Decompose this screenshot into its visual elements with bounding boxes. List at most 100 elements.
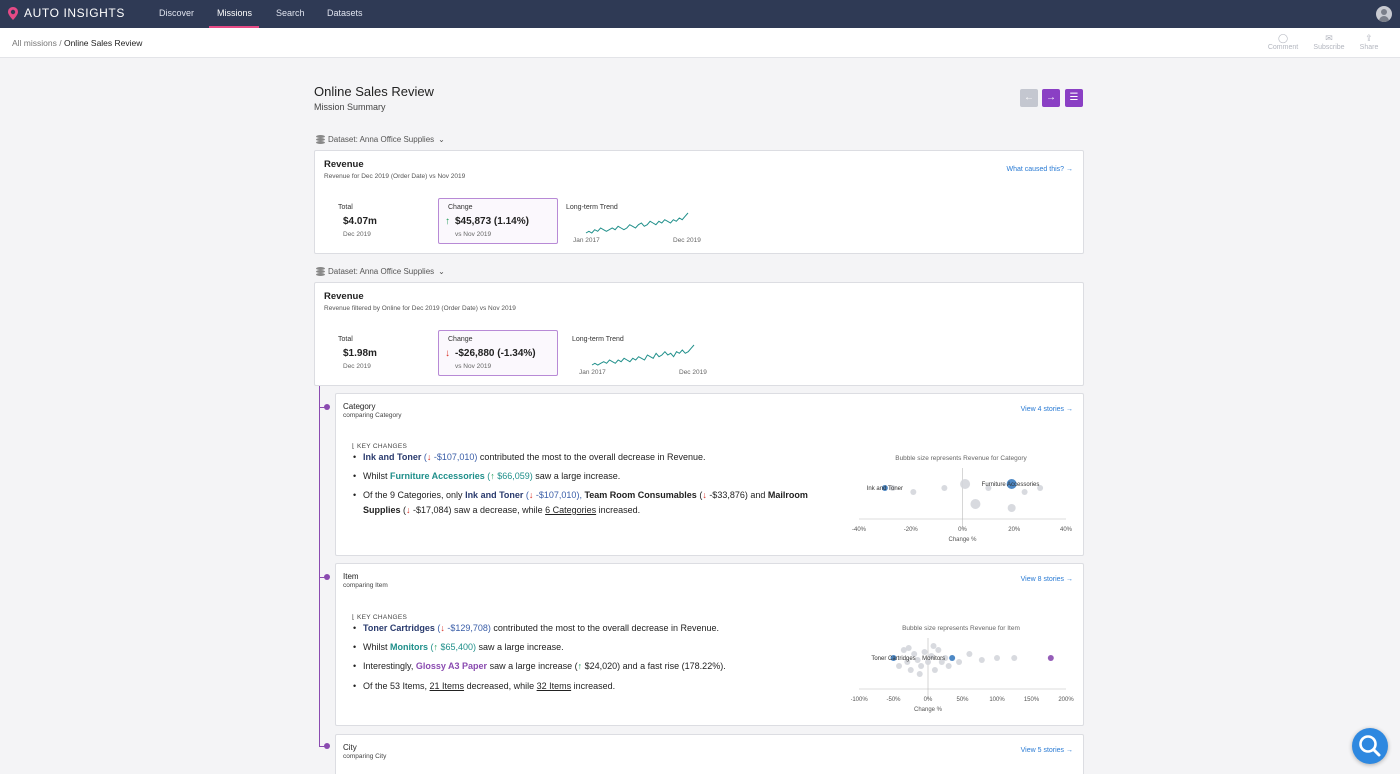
categories-link[interactable]: 6 Categories <box>545 505 597 515</box>
insight-link[interactable]: Team Room Consumables <box>584 490 697 500</box>
trend-start-label: Jan 2017 <box>579 369 606 376</box>
x-tick-label: 150% <box>1024 697 1040 703</box>
bubble-point <box>994 655 1000 661</box>
change-value: -$26,880 (-1.34%) <box>455 348 536 359</box>
insight-value: -$17,084) saw a decrease, while <box>410 505 546 515</box>
bubble-point <box>945 663 952 669</box>
bubble-point <box>904 659 911 665</box>
list-item: Whilst Monitors (↑ $65,400) saw a large … <box>353 640 564 655</box>
decreased-items-link[interactable]: 21 Items <box>429 681 465 691</box>
insight-value: -$107,010) <box>431 452 478 462</box>
change-period: vs Nov 2019 <box>455 231 492 238</box>
x-tick-label: 0% <box>958 527 967 533</box>
insight-link[interactable]: Furniture Accessories <box>390 471 485 481</box>
insight-paren: ( <box>484 471 491 481</box>
tab-search[interactable]: Search <box>276 8 305 18</box>
arrow-up-icon: ↑ <box>490 471 495 481</box>
bubble-point <box>907 667 914 673</box>
chart-icon: ⌊ <box>352 614 355 621</box>
key-changes-heading: ⌊ KEY CHANGES <box>352 442 407 450</box>
change-box[interactable]: Change -$26,880 (-1.34%) ↓ vs Nov 2019 <box>438 330 558 376</box>
menu-icon: ☰ <box>1069 92 1079 103</box>
insight-link[interactable]: Glossy A3 Paper <box>415 661 488 671</box>
revenue-online-card: Revenue Revenue filtered by Online for D… <box>314 282 1084 386</box>
insight-link[interactable]: Monitors <box>390 642 428 652</box>
bubble-point <box>896 663 903 669</box>
bubble-point <box>938 659 945 665</box>
insight-link[interactable]: Ink and Toner <box>363 452 422 462</box>
bubble-chart: Bubble size represents Revenue for Categ… <box>852 455 1073 543</box>
bubble-point <box>916 671 923 677</box>
chevron-down-icon: ⌄ <box>438 267 445 276</box>
chevron-down-icon: ⌄ <box>438 135 445 144</box>
bubble-point <box>1011 655 1018 661</box>
bubble-point <box>910 489 917 495</box>
sub-header: All missions / Online Sales Review ◯ Com… <box>0 28 1400 58</box>
insight-value: $65,400) <box>438 642 477 652</box>
dataset-selector[interactable]: Dataset: Anna Office Supplies ⌄ <box>316 267 445 276</box>
logo[interactable]: AUTO INSIGHTS <box>8 6 125 20</box>
total-label: Total <box>338 336 353 343</box>
total-period: Dec 2019 <box>343 231 371 238</box>
key-changes-label: KEY CHANGES <box>356 614 408 621</box>
insight-link[interactable]: Toner Cartridges <box>363 623 435 633</box>
subscribe-button[interactable]: ✉ Subscribe <box>1309 33 1349 51</box>
insight-text: contributed the most to the overall decr… <box>490 623 720 633</box>
bubble-point <box>1021 489 1028 495</box>
list-item: Toner Cartridges (↓ -$129,708) contribut… <box>353 621 720 636</box>
bubble-point <box>1037 485 1044 491</box>
arrow-down-icon: ↓ <box>445 348 450 359</box>
comment-icon: ◯ <box>1277 33 1289 43</box>
insight-text: Of the 9 Categories, only <box>363 490 466 500</box>
card-subtitle: Revenue filtered by Online for Dec 2019 … <box>324 305 516 312</box>
arrow-down-icon: ↓ <box>440 623 445 633</box>
story-card-city: City comparing City View 5 stories → <box>335 734 1084 774</box>
comment-button[interactable]: ◯ Comment <box>1263 33 1303 51</box>
key-changes-label: KEY CHANGES <box>356 443 408 450</box>
tab-missions[interactable]: Missions <box>217 8 253 18</box>
previous-button[interactable]: ← <box>1020 89 1038 107</box>
change-box[interactable]: Change $45,873 (1.14%) ↑ vs Nov 2019 <box>438 198 558 244</box>
view-stories-link[interactable]: View 5 stories → <box>1020 747 1073 754</box>
insight-text: saw a large increase. <box>476 642 564 652</box>
bubble-point <box>1047 655 1054 661</box>
timeline-dot <box>324 743 330 749</box>
insight-link[interactable]: Ink and Toner <box>465 490 524 500</box>
trend-end-label: Dec 2019 <box>679 369 707 376</box>
bubble-point <box>985 485 992 491</box>
arrow-up-icon: ↑ <box>433 642 439 652</box>
tab-discover[interactable]: Discover <box>159 8 195 18</box>
avatar[interactable] <box>1376 6 1392 22</box>
dataset-selector[interactable]: Dataset: Anna Office Supplies ⌄ <box>316 135 445 144</box>
bubble-point <box>1007 504 1016 512</box>
story-title: Item <box>343 572 359 581</box>
menu-button[interactable]: ☰ <box>1065 89 1083 107</box>
story-timeline <box>319 386 320 746</box>
view-stories-link[interactable]: View 4 stories → <box>1020 406 1073 413</box>
key-changes-heading: ⌊ KEY CHANGES <box>352 613 407 621</box>
breadcrumb-all-missions[interactable]: All missions <box>12 38 57 48</box>
total-period: Dec 2019 <box>343 363 371 370</box>
view-stories-link[interactable]: View 8 stories → <box>1020 576 1073 583</box>
trend-line <box>591 344 695 366</box>
increased-items-link[interactable]: 32 Items <box>536 681 572 691</box>
what-caused-this-link[interactable]: What caused this? → <box>1006 166 1073 173</box>
chart-note: Bubble size represents Revenue for Categ… <box>895 455 1027 462</box>
tab-datasets[interactable]: Datasets <box>327 8 363 18</box>
share-button[interactable]: ⇪ Share <box>1349 33 1389 51</box>
x-tick-label: -50% <box>886 697 901 703</box>
brand-name: AUTO INSIGHTS <box>24 6 125 20</box>
bubble-point <box>900 647 907 653</box>
next-button[interactable]: → <box>1042 89 1060 107</box>
bubble-label: Toner Cartridges <box>871 656 915 662</box>
lightbulb-pin-icon <box>8 6 18 20</box>
insight-link[interactable]: Mailroom Supplies <box>363 490 808 515</box>
insight-text: Whilst <box>363 642 390 652</box>
trend-label: Long-term Trend <box>566 204 618 211</box>
bubble-chart: Bubble size represents Revenue for Item -… <box>851 625 1074 713</box>
insight-text: Of the 53 Items, <box>363 681 430 691</box>
insight-value: -$129,708) <box>444 623 491 633</box>
insight-paren: ( <box>400 505 407 515</box>
search-button[interactable] <box>1352 728 1388 764</box>
insight-text: decreased, while <box>466 681 537 691</box>
